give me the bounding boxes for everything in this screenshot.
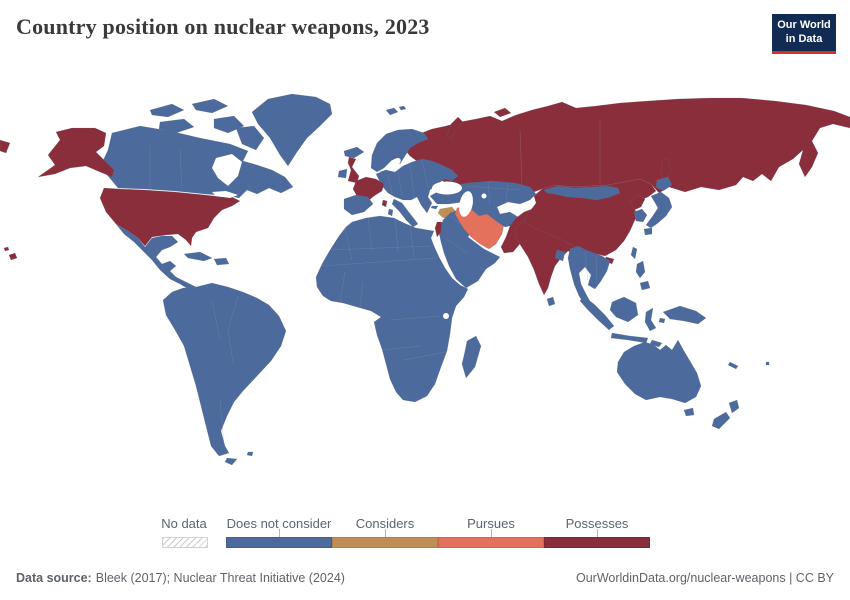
- legend-swatch-does-not-consider[interactable]: [226, 537, 332, 548]
- caspian-sea: [459, 191, 473, 217]
- country-canada-arctic-2[interactable]: [191, 98, 229, 114]
- country-ireland[interactable]: [337, 168, 348, 179]
- country-iberia[interactable]: [343, 194, 374, 216]
- country-africa[interactable]: [315, 215, 469, 403]
- country-svalbard-1[interactable]: [385, 107, 399, 116]
- country-tierra-del-fuego[interactable]: [224, 457, 238, 466]
- country-indonesia-sumatra[interactable]: [579, 295, 615, 331]
- country-fiji[interactable]: [765, 361, 770, 366]
- lake-victoria: [443, 313, 449, 319]
- country-russia[interactable]: [404, 97, 850, 194]
- credit-link[interactable]: OurWorldinData.org/nuclear-weapons | CC …: [576, 571, 834, 585]
- country-hispaniola[interactable]: [213, 257, 230, 266]
- data-source: Data source: Bleek (2017); Nuclear Threat…: [16, 571, 345, 585]
- country-falkland-islands[interactable]: [246, 451, 254, 457]
- country-madagascar[interactable]: [461, 335, 482, 379]
- country-italy-sardinia[interactable]: [387, 208, 394, 217]
- country-australia[interactable]: [616, 339, 702, 404]
- great-lakes: [212, 191, 238, 198]
- country-tasmania[interactable]: [683, 407, 695, 417]
- country-russia-novaya-zemlya[interactable]: [446, 116, 464, 140]
- country-france[interactable]: [352, 176, 385, 202]
- legend-swatch-considers[interactable]: [332, 537, 438, 548]
- country-indonesia-moluccas[interactable]: [658, 317, 666, 324]
- black-sea: [432, 181, 462, 195]
- country-borders-decorative: [149, 120, 601, 445]
- country-canada-arctic-1[interactable]: [149, 103, 185, 118]
- legend-label-no-data: No data: [161, 516, 207, 531]
- data-source-value: Bleek (2017); Nuclear Threat Initiative …: [95, 571, 345, 585]
- country-svalbard-2[interactable]: [398, 105, 407, 111]
- legend-swatch-possesses[interactable]: [544, 537, 650, 548]
- owid-logo-line2: in Data: [785, 32, 823, 45]
- country-new-zealand-north[interactable]: [728, 399, 740, 414]
- country-new-guinea[interactable]: [662, 305, 707, 325]
- country-mexico-central-america[interactable]: [115, 223, 205, 297]
- country-usa-hawaii-1[interactable]: [3, 246, 10, 252]
- country-cyprus[interactable]: [430, 205, 439, 210]
- country-usa-hawaii-2[interactable]: [8, 252, 18, 261]
- legend-label-does-not-consider: Does not consider: [226, 516, 332, 531]
- country-new-zealand-south[interactable]: [711, 411, 731, 430]
- page-title: Country position on nuclear weapons, 202…: [16, 14, 430, 39]
- legend-tick-4: [597, 529, 598, 537]
- country-japan-kyushu[interactable]: [643, 227, 653, 236]
- legend-tick-2: [385, 529, 386, 537]
- legend-swatch-pursues[interactable]: [438, 537, 544, 548]
- map-water-bodies: [212, 154, 487, 319]
- country-israel[interactable]: [434, 221, 443, 238]
- aral-sea: [481, 193, 487, 199]
- country-new-caledonia[interactable]: [727, 361, 739, 370]
- country-mongolia[interactable]: [543, 185, 621, 201]
- country-cuba[interactable]: [183, 251, 213, 262]
- country-japan-honshu[interactable]: [645, 191, 673, 229]
- map-countries: [0, 93, 850, 466]
- country-bangladesh[interactable]: [554, 249, 566, 262]
- legend-swatch-no-data[interactable]: [162, 537, 208, 548]
- legend-tick-1: [279, 529, 280, 537]
- country-japan-hokkaido[interactable]: [655, 176, 673, 192]
- country-philippines-luzon[interactable]: [635, 260, 646, 279]
- data-source-label: Data source:: [16, 571, 92, 585]
- country-canada-arctic-3[interactable]: [158, 118, 195, 134]
- country-south-america[interactable]: [162, 282, 287, 457]
- country-indonesia-java[interactable]: [610, 332, 649, 344]
- country-southeast-asia[interactable]: [567, 245, 611, 307]
- owid-logo-line1: Our World: [777, 19, 831, 31]
- country-canada[interactable]: [99, 125, 294, 199]
- country-indonesia-borneo[interactable]: [609, 296, 639, 323]
- country-indonesia-sulawesi[interactable]: [644, 307, 657, 332]
- country-canada-baffin[interactable]: [235, 125, 265, 151]
- country-taiwan[interactable]: [630, 246, 638, 260]
- legend-label-pursues: Pursues: [467, 516, 515, 531]
- country-russia-severnaya[interactable]: [493, 107, 512, 118]
- country-scandinavia[interactable]: [370, 128, 429, 173]
- country-russia-west-fragment[interactable]: [0, 139, 11, 154]
- country-north-korea[interactable]: [629, 194, 646, 211]
- country-usa-alaska[interactable]: [37, 127, 115, 178]
- owid-logo: Our World in Data: [772, 14, 836, 54]
- country-france-corsica[interactable]: [381, 199, 388, 208]
- legend-label-considers: Considers: [355, 516, 415, 531]
- credit-link-text[interactable]: OurWorldinData.org/nuclear-weapons | CC …: [576, 571, 834, 585]
- country-italy[interactable]: [391, 198, 419, 228]
- baltic-sea: [387, 158, 401, 170]
- hudson-bay: [212, 154, 242, 186]
- country-greenland[interactable]: [251, 93, 333, 167]
- country-south-korea[interactable]: [633, 208, 648, 223]
- legend-label-possesses: Possesses: [565, 516, 629, 531]
- country-sri-lanka[interactable]: [546, 296, 556, 307]
- chart-footer: Data source: Bleek (2017); Nuclear Threat…: [16, 571, 834, 585]
- country-iceland[interactable]: [343, 146, 365, 159]
- legend-tick-3: [491, 529, 492, 537]
- country-indonesia-timor[interactable]: [649, 339, 663, 348]
- country-russia-sakhalin[interactable]: [660, 157, 672, 183]
- country-philippines-mindanao[interactable]: [639, 280, 651, 291]
- country-united-kingdom[interactable]: [347, 156, 360, 184]
